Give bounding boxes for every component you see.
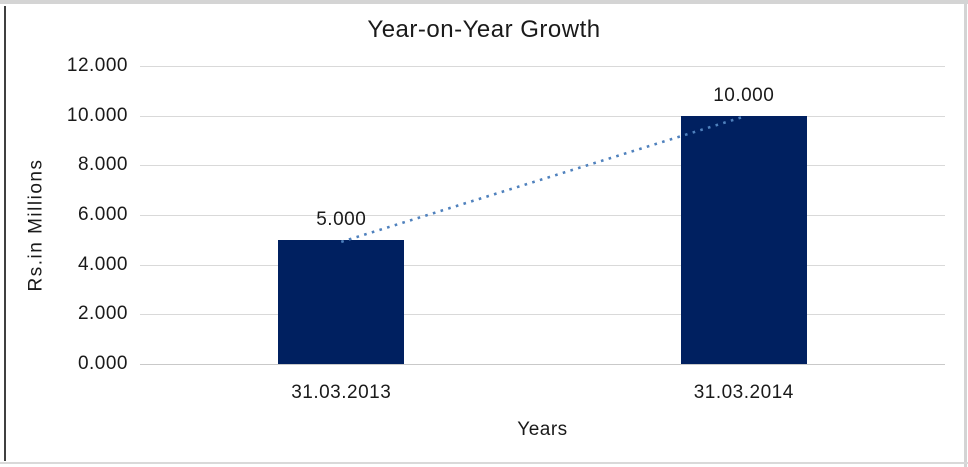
y-tick-label: 0.000 bbox=[77, 353, 128, 374]
frame-right-border bbox=[964, 0, 967, 467]
frame-left-border bbox=[4, 6, 6, 461]
bar-value-label: 5.000 bbox=[316, 208, 367, 230]
gridline bbox=[140, 314, 945, 316]
y-tick-label: 8.000 bbox=[77, 154, 128, 176]
chart-title: Year-on-Year Growth bbox=[367, 16, 601, 43]
y-tick-labels: 0.000 2.000 4.000 6.000 8.000 10.000 12.000 bbox=[0, 55, 128, 374]
frame-bottom-border bbox=[0, 462, 968, 464]
frame-top-border bbox=[0, 0, 968, 4]
plot-area: 5.000 31.03.2013 10.000 31.03.2014 bbox=[140, 66, 945, 403]
x-category-label: 31.03.2014 bbox=[693, 382, 794, 403]
x-category-label: 31.03.2013 bbox=[291, 382, 392, 403]
bar-series1-2 bbox=[680, 115, 807, 364]
trend-line-svg bbox=[340, 115, 745, 244]
trend-line bbox=[340, 115, 745, 244]
bar-series1-1 bbox=[278, 239, 405, 364]
gridline bbox=[140, 264, 945, 266]
y-tick-label: 6.000 bbox=[77, 204, 128, 225]
gridline bbox=[140, 115, 945, 117]
y-tick-label: 2.000 bbox=[77, 303, 128, 325]
y-tick-label: 10.000 bbox=[66, 104, 128, 126]
gridline bbox=[140, 165, 945, 167]
x-axis-title: Years bbox=[517, 419, 568, 440]
bar-value-label: 10.000 bbox=[713, 84, 775, 106]
gridline bbox=[140, 215, 945, 216]
x-axis-line bbox=[140, 364, 945, 365]
y-tick-label: 4.000 bbox=[77, 253, 128, 275]
gridline bbox=[140, 66, 945, 67]
y-tick-label: 12.000 bbox=[66, 55, 128, 76]
